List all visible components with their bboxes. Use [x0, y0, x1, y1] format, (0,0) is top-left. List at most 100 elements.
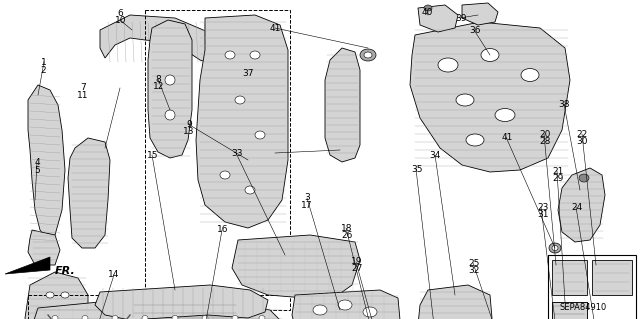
Text: 27: 27: [351, 264, 363, 273]
Text: 28: 28: [540, 137, 551, 146]
Text: 5: 5: [35, 166, 40, 174]
Bar: [28, 295, 338, 319]
Text: 29: 29: [552, 174, 564, 183]
Text: 2: 2: [41, 66, 46, 75]
Ellipse shape: [438, 58, 458, 72]
Text: 26: 26: [341, 231, 353, 240]
Ellipse shape: [46, 292, 54, 298]
Text: 24: 24: [572, 203, 583, 212]
Ellipse shape: [313, 305, 327, 315]
Ellipse shape: [202, 315, 208, 319]
Text: 23: 23: [537, 203, 548, 212]
Text: 35: 35: [412, 165, 423, 174]
Ellipse shape: [165, 110, 175, 120]
Polygon shape: [148, 20, 192, 158]
Text: 38: 38: [559, 100, 570, 109]
FancyBboxPatch shape: [552, 260, 587, 295]
Ellipse shape: [220, 171, 230, 179]
Text: 34: 34: [429, 151, 441, 160]
Polygon shape: [232, 235, 360, 298]
Polygon shape: [30, 298, 285, 319]
Ellipse shape: [481, 48, 499, 62]
Ellipse shape: [552, 246, 558, 250]
Ellipse shape: [61, 292, 69, 298]
Polygon shape: [292, 290, 400, 319]
Ellipse shape: [232, 315, 238, 319]
Polygon shape: [552, 302, 587, 319]
Polygon shape: [410, 22, 570, 172]
Ellipse shape: [363, 307, 377, 317]
Ellipse shape: [456, 94, 474, 106]
Polygon shape: [558, 168, 605, 242]
Text: 9: 9: [186, 120, 191, 129]
Ellipse shape: [52, 315, 58, 319]
Ellipse shape: [235, 96, 245, 104]
Text: 10: 10: [115, 16, 126, 25]
Bar: [548, 255, 636, 319]
Polygon shape: [100, 15, 225, 65]
Ellipse shape: [225, 51, 235, 59]
Text: 11: 11: [77, 91, 89, 100]
Polygon shape: [418, 5, 458, 32]
Text: 13: 13: [183, 127, 195, 136]
Text: FR.: FR.: [55, 266, 76, 276]
Polygon shape: [132, 300, 238, 319]
Text: SEPA84910: SEPA84910: [560, 303, 607, 313]
Polygon shape: [95, 285, 268, 319]
Text: 1: 1: [41, 58, 46, 67]
Text: 14: 14: [108, 271, 120, 279]
Text: 40: 40: [422, 8, 433, 17]
Ellipse shape: [495, 108, 515, 122]
Ellipse shape: [360, 49, 376, 61]
Ellipse shape: [82, 315, 88, 319]
Text: 6: 6: [118, 9, 123, 18]
Ellipse shape: [521, 69, 539, 81]
Ellipse shape: [259, 315, 265, 319]
Ellipse shape: [250, 51, 260, 59]
Ellipse shape: [165, 75, 175, 85]
Ellipse shape: [424, 5, 432, 11]
FancyBboxPatch shape: [552, 302, 587, 319]
Ellipse shape: [338, 300, 352, 310]
Text: 20: 20: [540, 130, 551, 139]
Text: 41: 41: [269, 24, 281, 33]
Ellipse shape: [172, 315, 178, 319]
Text: 3: 3: [305, 193, 310, 202]
Text: 39: 39: [455, 14, 467, 23]
Text: 19: 19: [351, 257, 363, 266]
FancyBboxPatch shape: [592, 260, 632, 295]
Text: 33: 33: [231, 149, 243, 158]
Text: 17: 17: [301, 201, 313, 210]
Polygon shape: [325, 48, 360, 162]
Bar: [145, 10, 290, 310]
Text: 37: 37: [243, 69, 254, 78]
Text: 7: 7: [81, 83, 86, 92]
Text: 4: 4: [35, 158, 40, 167]
Text: 25: 25: [468, 259, 479, 268]
Ellipse shape: [466, 134, 484, 146]
Polygon shape: [196, 15, 288, 228]
Ellipse shape: [255, 131, 265, 139]
Polygon shape: [418, 285, 492, 319]
Ellipse shape: [549, 243, 561, 253]
Text: 30: 30: [577, 137, 588, 146]
Ellipse shape: [142, 315, 148, 319]
Ellipse shape: [579, 174, 589, 182]
Ellipse shape: [112, 315, 118, 319]
Ellipse shape: [245, 186, 255, 194]
Text: 18: 18: [341, 224, 353, 233]
Text: 15: 15: [147, 151, 158, 160]
Text: 8: 8: [156, 75, 161, 84]
Polygon shape: [28, 85, 65, 240]
Text: 36: 36: [469, 26, 481, 35]
Polygon shape: [68, 138, 110, 248]
Text: 21: 21: [552, 167, 564, 176]
Polygon shape: [28, 230, 60, 265]
Text: 22: 22: [577, 130, 588, 139]
Text: 31: 31: [537, 210, 548, 219]
Text: 12: 12: [153, 82, 164, 91]
Polygon shape: [462, 3, 498, 25]
Ellipse shape: [364, 52, 372, 58]
Text: 41: 41: [501, 133, 513, 142]
Text: 32: 32: [468, 266, 479, 275]
